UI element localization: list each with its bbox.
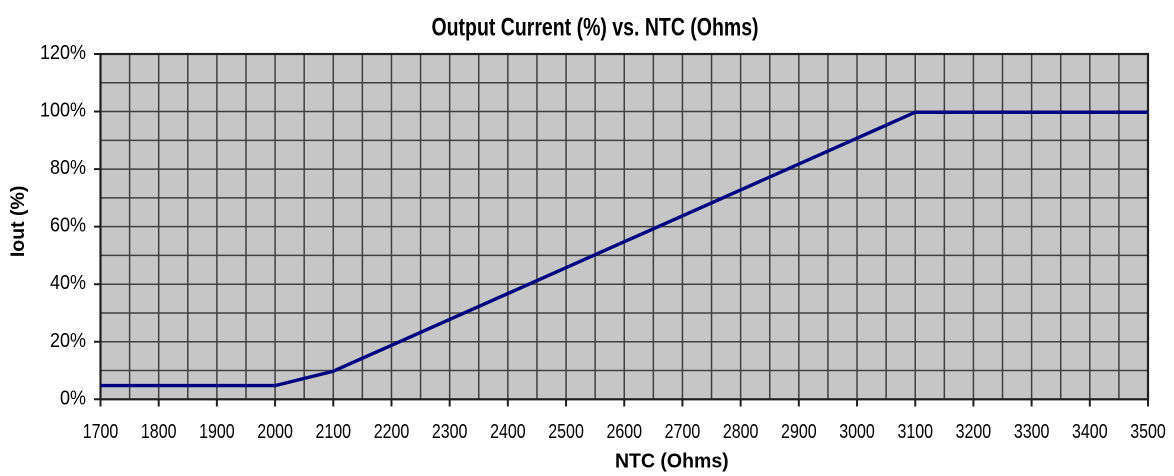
svg-text:40%: 40% (50, 271, 86, 294)
svg-text:2200: 2200 (374, 419, 410, 442)
svg-text:2100: 2100 (315, 419, 351, 442)
svg-text:3200: 3200 (956, 419, 992, 442)
svg-text:2900: 2900 (781, 419, 817, 442)
svg-text:2700: 2700 (665, 419, 701, 442)
svg-text:2600: 2600 (606, 419, 642, 442)
svg-text:120%: 120% (40, 41, 86, 64)
svg-text:2000: 2000 (257, 419, 293, 442)
svg-text:2300: 2300 (432, 419, 468, 442)
svg-text:1900: 1900 (199, 419, 235, 442)
svg-text:100%: 100% (40, 98, 86, 121)
svg-text:3000: 3000 (839, 419, 875, 442)
svg-text:2400: 2400 (490, 419, 526, 442)
svg-text:1800: 1800 (141, 419, 177, 442)
svg-text:2500: 2500 (548, 419, 584, 442)
svg-text:Output Current (%) vs. NTC (Oh: Output Current (%) vs. NTC (Ohms) (431, 13, 758, 41)
svg-text:3500: 3500 (1130, 419, 1166, 442)
svg-text:20%: 20% (50, 329, 86, 352)
svg-text:3400: 3400 (1072, 419, 1108, 442)
svg-text:60%: 60% (50, 214, 86, 237)
svg-text:3100: 3100 (897, 419, 933, 442)
svg-text:2800: 2800 (723, 419, 759, 442)
svg-text:80%: 80% (50, 156, 86, 179)
svg-text:3300: 3300 (1014, 419, 1050, 442)
svg-text:0%: 0% (60, 386, 86, 409)
svg-text:1700: 1700 (83, 419, 119, 442)
svg-text:Iout (%): Iout (%) (7, 186, 29, 257)
svg-text:NTC (Ohms): NTC (Ohms) (615, 450, 729, 473)
